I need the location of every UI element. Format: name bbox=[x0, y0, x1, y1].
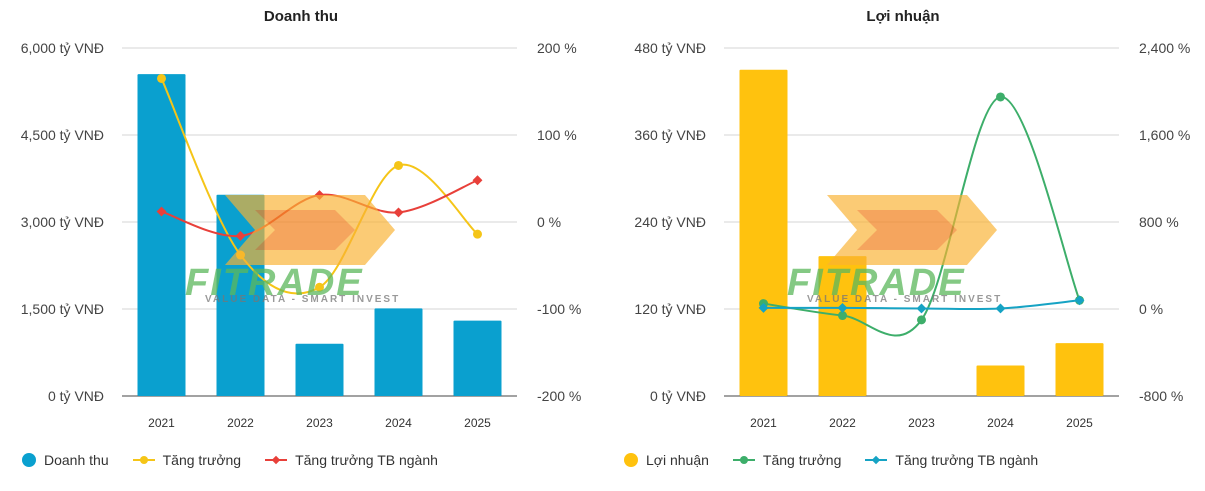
left-axis-tick-label: 3,000 tỷ VNĐ bbox=[21, 214, 104, 230]
line-point[interactable] bbox=[758, 302, 769, 313]
revenue-chart: 6,000 tỷ VNĐ 200 % 4,500 tỷ VNĐ 100 % 3,000 … bbox=[21, 40, 582, 430]
legend-item-industry-growth[interactable]: Tăng trưởng TB ngành bbox=[865, 452, 1038, 468]
line-point[interactable] bbox=[157, 73, 166, 83]
legend-item-bars[interactable]: Doanh thu bbox=[22, 452, 109, 468]
bar[interactable] bbox=[739, 69, 788, 396]
bar[interactable] bbox=[295, 343, 344, 396]
line-point[interactable] bbox=[236, 250, 245, 260]
bar[interactable] bbox=[453, 320, 502, 396]
right-axis-tick-label: 800 % bbox=[1139, 214, 1179, 230]
legend-bar-swatch bbox=[624, 453, 638, 467]
x-axis-tick-label: 2025 bbox=[464, 416, 491, 430]
legend-line-swatch bbox=[865, 453, 888, 467]
left-axis-tick-label: 480 tỷ VNĐ bbox=[634, 40, 706, 56]
legend-label: Lợi nhuận bbox=[646, 452, 709, 468]
series-line bbox=[161, 179, 478, 238]
line-point[interactable] bbox=[472, 175, 483, 186]
x-axis-tick-label: 2021 bbox=[148, 416, 175, 430]
legend-label: Tăng trưởng TB ngành bbox=[295, 452, 438, 468]
left-axis-tick-label: 4,500 tỷ VNĐ bbox=[21, 127, 104, 143]
line-point[interactable] bbox=[996, 92, 1005, 102]
series-line bbox=[160, 78, 479, 295]
right-axis-tick-label: -200 % bbox=[537, 388, 581, 404]
right-axis-tick-label: 200 % bbox=[537, 40, 577, 56]
line-point[interactable] bbox=[917, 315, 926, 325]
legend-item-growth[interactable]: Tăng trưởng bbox=[732, 452, 842, 468]
right-axis-tick-label: 1,600 % bbox=[1139, 127, 1190, 143]
revenue-chart-panel: Doanh thu 6,000 tỷ VNĐ 200 % 4,500 tỷ VNĐ 1… bbox=[0, 0, 602, 491]
legend-line-swatch bbox=[132, 453, 155, 467]
legend: Doanh thu Tăng trưởng Tăng trưởng TB ngà… bbox=[22, 452, 462, 468]
left-axis-tick-label: 360 tỷ VNĐ bbox=[634, 127, 706, 143]
chart-title: Doanh thu bbox=[263, 8, 339, 25]
left-axis-tick-label: 120 tỷ VNĐ bbox=[634, 301, 706, 317]
x-axis-tick-label: 2024 bbox=[385, 416, 412, 430]
left-axis-tick-label: 240 tỷ VNĐ bbox=[634, 214, 706, 230]
line-point[interactable] bbox=[916, 303, 927, 314]
profit-chart-panel: Lợi nhuận 480 tỷ VNĐ 2,400 % 360 tỷ VNĐ 1,6… bbox=[602, 0, 1204, 491]
chart-title: Lợi nhuận bbox=[866, 8, 940, 25]
bar[interactable] bbox=[1055, 343, 1104, 396]
x-axis-tick-label: 2023 bbox=[306, 416, 333, 430]
series-line bbox=[763, 95, 1081, 337]
legend-bar-swatch bbox=[22, 453, 36, 467]
line-point[interactable] bbox=[838, 311, 847, 321]
right-axis-tick-label: 100 % bbox=[537, 127, 577, 143]
right-axis-tick-label: 0 % bbox=[537, 214, 561, 230]
x-axis-tick-label: 2022 bbox=[227, 416, 254, 430]
legend-label: Tăng trưởng TB ngành bbox=[895, 452, 1039, 468]
legend-label: Doanh thu bbox=[44, 452, 109, 468]
legend-item-growth[interactable]: Tăng trưởng bbox=[132, 452, 242, 468]
line-point[interactable] bbox=[393, 207, 404, 218]
x-axis-tick-label: 2022 bbox=[829, 416, 856, 430]
left-axis-tick-label: 1,500 tỷ VNĐ bbox=[21, 301, 104, 317]
right-axis-tick-label: 2,400 % bbox=[1139, 40, 1190, 56]
line-point[interactable] bbox=[314, 190, 325, 200]
line-point[interactable] bbox=[315, 282, 324, 292]
x-axis-tick-label: 2023 bbox=[908, 416, 935, 430]
legend-item-industry-growth[interactable]: Tăng trưởng TB ngành bbox=[265, 452, 438, 468]
x-axis-tick-label: 2024 bbox=[987, 416, 1014, 430]
right-axis-tick-label: 0 % bbox=[1139, 301, 1163, 317]
bar[interactable] bbox=[976, 365, 1025, 396]
line-point[interactable] bbox=[1074, 295, 1085, 306]
legend-label: Tăng trưởng bbox=[162, 452, 242, 468]
x-axis-tick-label: 2025 bbox=[1066, 416, 1093, 430]
left-axis-tick-label: 0 tỷ VNĐ bbox=[650, 388, 706, 404]
bar[interactable] bbox=[374, 308, 423, 396]
line-point[interactable] bbox=[995, 303, 1006, 314]
bar[interactable] bbox=[818, 256, 867, 396]
legend-label: Tăng trưởng bbox=[762, 452, 842, 468]
profit-chart: 480 tỷ VNĐ 2,400 % 360 tỷ VNĐ 1,600 % 240 tỷ… bbox=[634, 40, 1190, 430]
left-axis-tick-label: 0 tỷ VNĐ bbox=[48, 388, 104, 404]
x-axis-tick-label: 2021 bbox=[750, 416, 777, 430]
legend-item-bars[interactable]: Lợi nhuận bbox=[624, 452, 709, 468]
right-axis-tick-label: -800 % bbox=[1139, 388, 1183, 404]
legend-line-swatch bbox=[732, 453, 755, 467]
right-axis-tick-label: -100 % bbox=[537, 301, 581, 317]
line-point[interactable] bbox=[837, 302, 848, 313]
line-point[interactable] bbox=[156, 206, 167, 217]
bar[interactable] bbox=[137, 74, 186, 396]
line-point[interactable] bbox=[473, 229, 482, 239]
left-axis-tick-label: 6,000 tỷ VNĐ bbox=[21, 40, 104, 56]
legend: Lợi nhuận Tăng trưởng Tăng trưởng TB ngà… bbox=[624, 452, 1062, 468]
legend-line-swatch bbox=[265, 453, 288, 467]
line-point[interactable] bbox=[394, 160, 403, 170]
